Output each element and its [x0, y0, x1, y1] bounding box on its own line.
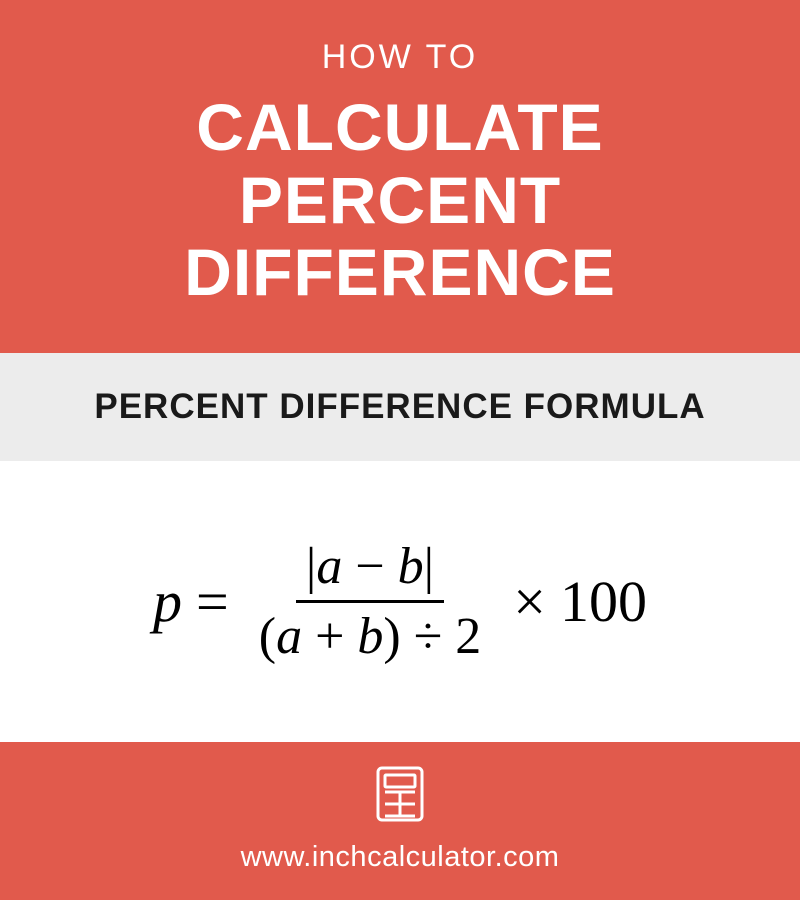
formula-label: PERCENT DIFFERENCE FORMULA: [20, 387, 780, 427]
denom-plus: +: [302, 608, 357, 665]
times-sign: ×: [513, 568, 546, 635]
numerator-var-b: b: [398, 538, 424, 595]
how-to-label: HOW TO: [20, 38, 780, 77]
title-line-2: PERCENT DIFFERENCE: [20, 164, 780, 309]
abs-bar-left: |: [306, 538, 316, 595]
formula-numerator: |a − b|: [296, 533, 444, 603]
percent-difference-formula: p = |a − b| (a + b) ÷ 2 × 100: [153, 533, 647, 670]
equals-sign: =: [196, 568, 229, 635]
denom-var-a: a: [276, 608, 302, 665]
footer-band: www.inchcalculator.com: [0, 742, 800, 900]
denom-rparen: ): [383, 608, 400, 665]
site-url: www.inchcalculator.com: [20, 841, 780, 874]
calculator-icon: [376, 766, 424, 827]
formula-lhs-variable: p: [153, 568, 182, 635]
abs-bar-right: |: [424, 538, 434, 595]
numerator-minus: −: [342, 538, 397, 595]
denom-lparen: (: [259, 608, 276, 665]
formula-label-band: PERCENT DIFFERENCE FORMULA: [0, 353, 800, 461]
formula-fraction: |a − b| (a + b) ÷ 2: [249, 533, 492, 670]
multiplier-100: 100: [560, 568, 647, 635]
denom-divide: ÷: [401, 608, 456, 665]
denom-divisor: 2: [455, 608, 481, 665]
denom-var-b: b: [357, 608, 383, 665]
header-band: HOW TO CALCULATE PERCENT DIFFERENCE: [0, 0, 800, 353]
formula-area: p = |a − b| (a + b) ÷ 2 × 100: [0, 461, 800, 742]
title-line-1: CALCULATE: [20, 91, 780, 164]
main-title: CALCULATE PERCENT DIFFERENCE: [20, 91, 780, 309]
numerator-var-a: a: [316, 538, 342, 595]
formula-denominator: (a + b) ÷ 2: [249, 603, 492, 670]
